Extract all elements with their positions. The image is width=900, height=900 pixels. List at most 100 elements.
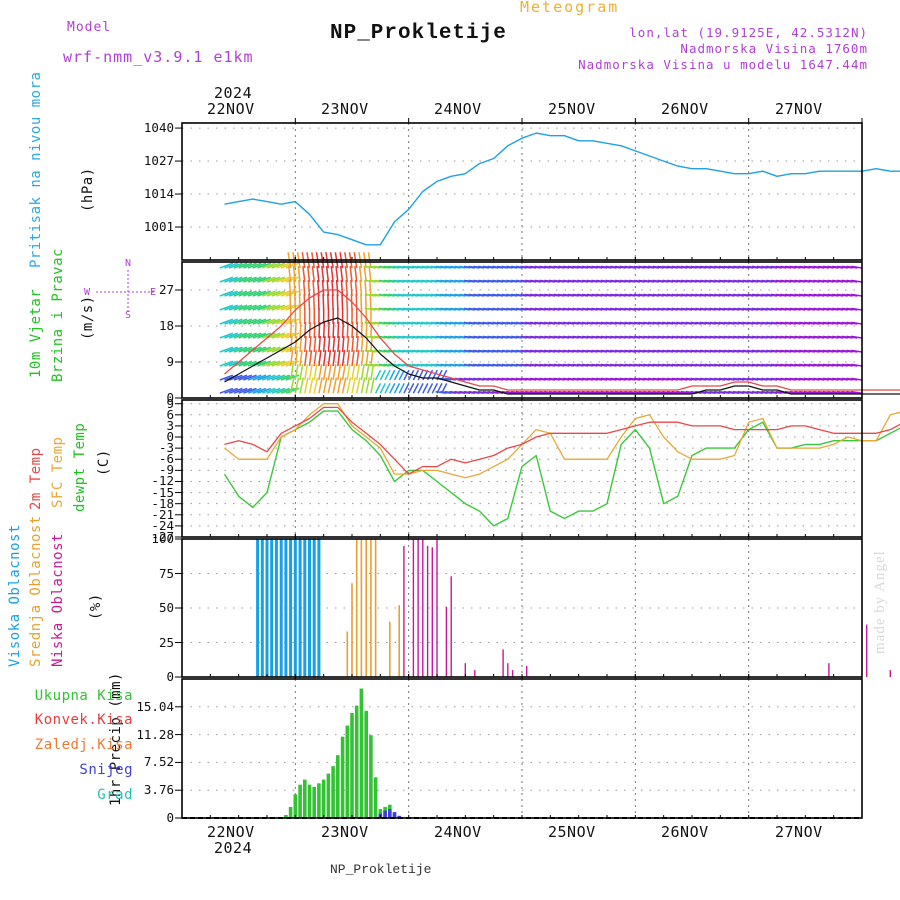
wind-arrow xyxy=(308,293,311,311)
wind-arrow xyxy=(351,350,355,367)
wind-arrow xyxy=(335,266,339,283)
wind-arrow xyxy=(271,276,286,283)
panel-frame-5 xyxy=(181,678,863,819)
wind-arrow xyxy=(299,336,303,353)
wind-arrow xyxy=(358,266,363,283)
wind-arrow xyxy=(431,383,438,394)
low-cloud-bar xyxy=(526,666,528,677)
temp-y-tick-label: 6 xyxy=(166,406,174,422)
wind-arrow xyxy=(332,364,337,381)
wind-arrow xyxy=(299,321,302,339)
wind-arrow xyxy=(850,363,863,367)
wind-arrow xyxy=(850,265,863,269)
wind-arrow xyxy=(351,377,357,394)
wind-arrow xyxy=(294,336,298,353)
wind-arrow xyxy=(228,276,243,283)
wind-arrow xyxy=(219,290,234,297)
low-cloud-bar xyxy=(866,624,868,677)
wind-arrow xyxy=(252,276,267,283)
wind-arrow xyxy=(365,350,369,367)
wind-arrow xyxy=(341,293,344,311)
wind-arrow xyxy=(327,350,332,367)
wind-arrow xyxy=(224,387,238,394)
low-cloud-bar xyxy=(412,539,415,677)
day-label-top-5: 26NOV xyxy=(661,100,709,118)
wind-arrow xyxy=(247,346,262,353)
wind-arrow xyxy=(243,360,257,367)
high-cloud-bar xyxy=(265,539,269,677)
wind-arrow xyxy=(257,304,271,311)
wind-arrow xyxy=(318,364,323,381)
wind-arrow xyxy=(294,350,299,367)
wind-arrow xyxy=(238,304,253,311)
wind-arrow xyxy=(412,383,420,394)
wind-arrow xyxy=(345,279,349,297)
wind-arrow xyxy=(302,279,306,297)
total-precip-bar xyxy=(298,784,302,818)
wind-y-tick-label: 9 xyxy=(166,354,174,369)
wind-arrow xyxy=(266,318,281,325)
wind-arrow xyxy=(266,387,281,394)
day-label-bottom-5: 26NOV xyxy=(661,823,709,841)
mid-cloud-bar xyxy=(389,621,391,677)
wind-arrow xyxy=(341,364,346,381)
wind-arrow xyxy=(289,350,294,367)
mid-cloud-bar xyxy=(346,631,349,677)
wind-arrow xyxy=(327,377,333,394)
lonlat-label: lon,lat (19.9125E, 42.5312N) xyxy=(629,25,868,40)
wind-arrow xyxy=(266,346,281,353)
wind-arrow xyxy=(365,377,371,394)
total-precip-bar xyxy=(359,688,364,818)
wind-arrow xyxy=(224,360,238,367)
wind-arrow xyxy=(336,293,339,311)
wind-arrow xyxy=(271,360,286,367)
wind-arrow xyxy=(299,377,305,394)
high-cloud-bar xyxy=(308,539,311,677)
low-cloud-bar xyxy=(507,663,509,677)
wind-arrow xyxy=(360,321,363,339)
wind-arrow xyxy=(393,383,401,394)
total-precip-bar xyxy=(364,710,368,818)
wind-arrow xyxy=(327,336,331,353)
wind-arrow xyxy=(322,364,328,381)
wind-arrow xyxy=(350,279,353,297)
wind-arrow xyxy=(312,293,315,311)
wind-arrow xyxy=(330,266,334,283)
total-precip-bar xyxy=(345,725,350,818)
wind-arrow xyxy=(384,369,391,381)
wind-arrow xyxy=(306,266,311,283)
low-cloud-title: Niska Oblacnost xyxy=(50,533,66,667)
wind-arrow xyxy=(285,318,300,325)
low-cloud-bar xyxy=(403,545,405,677)
wind-arrow xyxy=(257,360,271,367)
wind-arrow xyxy=(238,387,253,394)
wind-arrow xyxy=(280,276,295,283)
day-label-bottom-6: 27NOV xyxy=(775,823,823,841)
low-cloud-bar xyxy=(431,547,433,677)
wind-arrow xyxy=(224,262,238,269)
wind-arrow xyxy=(257,387,271,394)
wind-arrow xyxy=(233,304,248,311)
high-cloud-title: Visoka Oblacnost xyxy=(7,524,23,667)
precip-y-tick-label: 0 xyxy=(166,810,174,825)
wind-arrow xyxy=(289,293,292,311)
meteogram-label: Meteogram xyxy=(520,0,620,16)
cloud-y-tick-label: 25 xyxy=(158,634,174,650)
wind-arrow xyxy=(302,266,306,283)
wind-arrow xyxy=(233,276,248,283)
wind-arrow xyxy=(219,262,234,269)
wind-arrow xyxy=(288,279,292,297)
high-cloud-bar xyxy=(260,539,264,677)
wind-arrow xyxy=(285,332,300,339)
high-cloud-bar xyxy=(279,539,283,677)
model-name: wrf-nmm_v3.9.1 e1km xyxy=(63,48,254,66)
wind-arrow xyxy=(228,304,243,311)
wind-arrow xyxy=(298,293,301,311)
total-precip-bar xyxy=(350,713,354,818)
wind-arrow xyxy=(322,377,328,394)
wind-arrow xyxy=(233,318,248,325)
mid-cloud-bar xyxy=(374,539,377,677)
wind-arrow xyxy=(276,304,290,311)
wind-arrow xyxy=(247,374,262,381)
